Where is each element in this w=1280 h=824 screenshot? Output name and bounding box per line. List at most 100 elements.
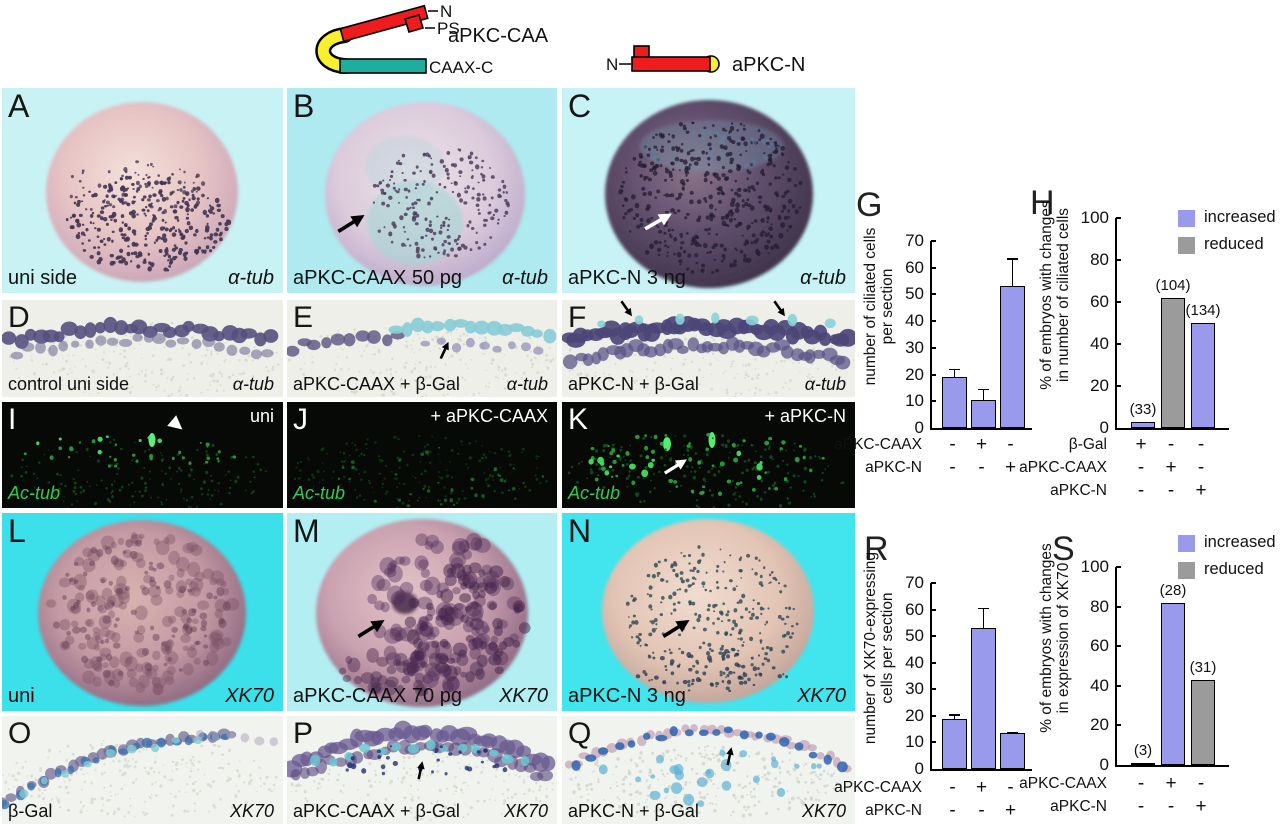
tick-mark xyxy=(1116,343,1121,345)
panel-J: J + aPKC-CAAX Ac-tub xyxy=(287,402,557,508)
probe-caption: Ac-tub xyxy=(293,483,346,503)
condition-row-label: aPKC-N xyxy=(865,802,922,819)
y-tick-label-100: 100 xyxy=(1080,208,1109,227)
panel-letter-H: H xyxy=(1030,184,1055,222)
y-tick-label-60: 60 xyxy=(905,257,924,277)
tick-mark xyxy=(1116,385,1121,387)
section-photo xyxy=(562,312,855,397)
panel-I: I uni Ac-tub xyxy=(2,402,283,508)
condition-row-label: aPKC-CAAX xyxy=(1019,775,1107,792)
n-count: (3) xyxy=(1133,742,1153,759)
panel-letter-K: K xyxy=(568,403,589,436)
tick-mark xyxy=(931,266,936,269)
condition-caption: control uni side xyxy=(8,374,130,394)
condition-caption: aPKC-CAAX + β-Gal xyxy=(293,801,460,821)
condition-plus: + xyxy=(1135,434,1147,455)
tick-mark xyxy=(1116,684,1121,687)
legend-swatch-increased xyxy=(1178,210,1195,227)
panel-F: F aPKC-N + β-Gal α-tub xyxy=(562,300,855,397)
legend-label-increased: increased xyxy=(1204,533,1276,551)
legend-swatch-reduced xyxy=(1178,562,1195,579)
condition-minus: - xyxy=(1137,796,1145,817)
panel-letter-S: S xyxy=(1052,530,1075,568)
n-count: (28) xyxy=(1159,581,1187,599)
y-tick-label-100: 100 xyxy=(1080,557,1109,576)
annotation-arrow xyxy=(617,300,635,319)
y-tick-label-20: 20 xyxy=(1090,376,1109,395)
error-bar-cap xyxy=(948,714,960,716)
condition-minus: - xyxy=(978,457,985,478)
y-tick-label-0: 0 xyxy=(1099,418,1109,437)
annotation-arrow xyxy=(436,340,452,361)
construct-name: aPKC-CAAX xyxy=(448,25,548,47)
panel-P: P aPKC-CAAX + β-Gal XK70 xyxy=(287,716,557,824)
n-count: (104) xyxy=(1155,276,1191,294)
probe-caption: α-tub xyxy=(800,267,846,289)
condition-caption: uni xyxy=(8,685,35,707)
y-tick-label-20: 20 xyxy=(1090,715,1109,735)
condition-minus: - xyxy=(1137,773,1145,794)
section-photo xyxy=(2,728,279,818)
annotation-arrow xyxy=(770,300,788,319)
tick-mark xyxy=(931,582,936,584)
plot-area xyxy=(930,241,1032,430)
panel-letter-P: P xyxy=(293,717,314,750)
y-tick-label-40: 40 xyxy=(905,311,924,331)
condition-row-label: β-Gal xyxy=(1068,436,1107,453)
n-count: (31) xyxy=(1189,658,1217,676)
tick-mark xyxy=(931,661,936,664)
probe-caption: XK70 xyxy=(499,685,548,707)
panel-D: D control uni side α-tub xyxy=(2,300,283,397)
y-tick-label-60: 60 xyxy=(905,599,924,619)
bar-1 xyxy=(942,718,967,769)
y-tick-label-40: 40 xyxy=(905,652,924,672)
tick-mark xyxy=(931,373,936,376)
tick-mark xyxy=(1116,217,1121,219)
embryo-photo xyxy=(325,102,525,286)
condition-minus: - xyxy=(949,777,956,798)
bar-2 xyxy=(1161,602,1185,765)
probe-caption: Ac-tub xyxy=(8,483,61,503)
condition-row-label: aPKC-CAAX xyxy=(834,436,922,453)
error-bar-cap xyxy=(977,607,989,610)
condition-row-label: aPKC-CAAX xyxy=(1019,459,1107,476)
section-photo xyxy=(2,316,280,397)
tick-mark xyxy=(931,400,936,403)
error-bar-cap xyxy=(1006,732,1018,734)
y-tick-label-10: 10 xyxy=(905,732,924,752)
panel-letter-D: D xyxy=(8,301,30,334)
construct-name: aPKC-N xyxy=(732,54,805,76)
tick-mark xyxy=(1116,605,1121,608)
legend-label-reduced: reduced xyxy=(1204,235,1264,253)
panel-M: M aPKC-CAAX 70 pg XK70 xyxy=(287,513,557,711)
embryo-photo xyxy=(602,519,814,703)
tick-mark xyxy=(931,688,936,691)
panel-letter-Q: Q xyxy=(568,717,592,750)
condition-plus: + xyxy=(975,434,988,455)
section-photo xyxy=(564,724,852,818)
panel-O: O β-Gal XK70 xyxy=(2,716,283,824)
condition-row-label: aPKC-CAAX xyxy=(834,779,922,796)
y-tick-label-70: 70 xyxy=(905,573,924,592)
bar-3 xyxy=(1191,323,1215,428)
condition-minus: - xyxy=(1197,773,1205,794)
legend-label-reduced: reduced xyxy=(1204,560,1264,578)
condition-caption: aPKC-CAAX 50 pg xyxy=(293,267,462,289)
construct-diagram-apkc-caax: N PS CAAX-C aPKC-CAAX xyxy=(315,2,548,77)
condition-minus: - xyxy=(1197,457,1205,478)
y-tick-label-80: 80 xyxy=(1090,250,1109,269)
tick-mark xyxy=(931,240,936,242)
condition-caption: uni xyxy=(249,406,274,426)
ps-tab-red xyxy=(403,14,425,33)
panel-N: N aPKC-N 3 ng XK70 xyxy=(562,513,855,711)
probe-caption: XK70 xyxy=(801,801,846,821)
probe-caption: XK70 xyxy=(503,801,548,821)
legend-label-increased: increased xyxy=(1204,208,1276,226)
plot-area: (3) (28) (31) xyxy=(1115,567,1229,767)
embryo-photo xyxy=(316,519,531,707)
panel-letter-M: M xyxy=(293,513,320,549)
chart-H: H% of embryos with changes in number of c… xyxy=(1019,184,1280,515)
probe-caption: α-tub xyxy=(506,374,548,394)
bar-3 xyxy=(1191,679,1215,765)
